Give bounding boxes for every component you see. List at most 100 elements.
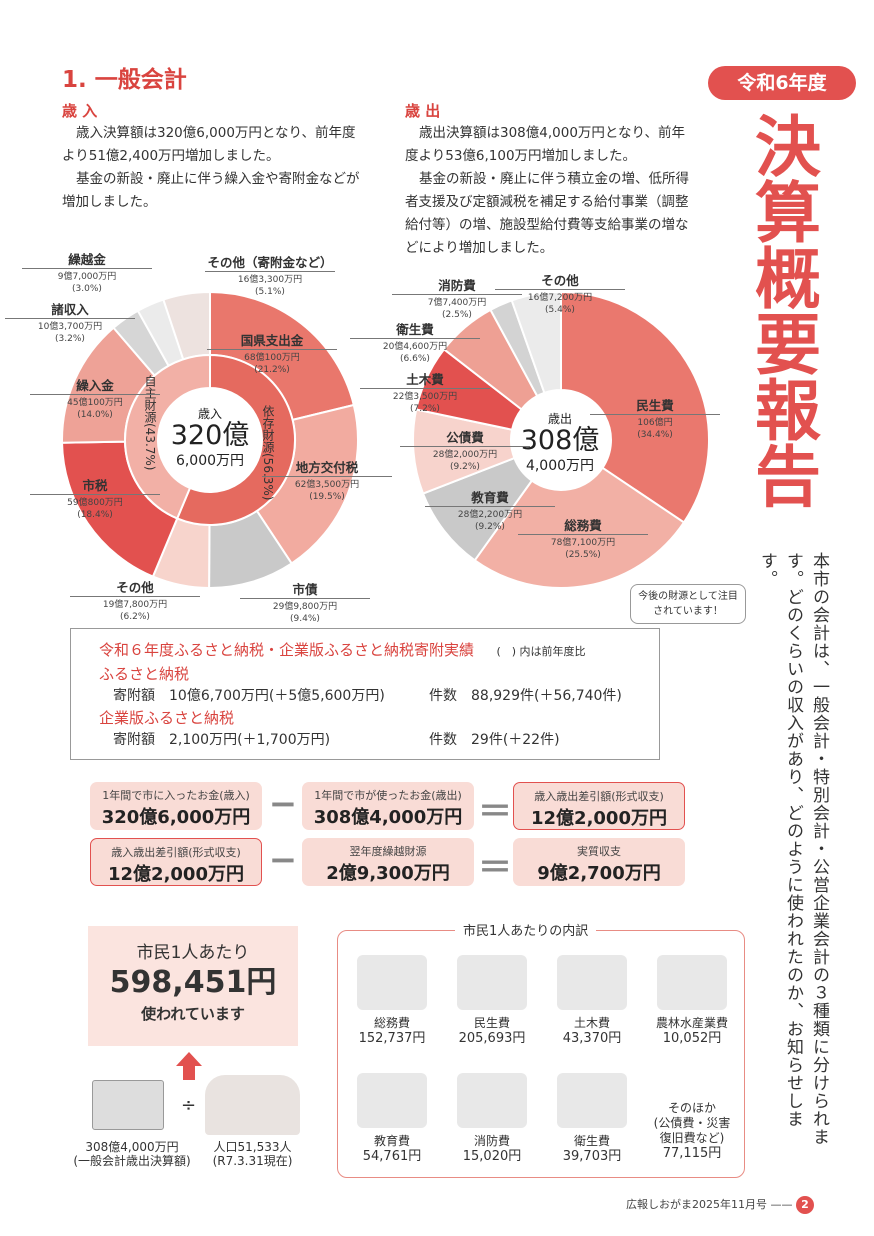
equation-value: 308億4,000万円 — [313, 807, 463, 828]
slice-amount: 28億2,000万円 — [432, 450, 498, 460]
revenue-center-label: 歳入 — [197, 407, 222, 421]
slice-pct: (9.4%) — [290, 614, 320, 624]
furusato-sub1: ふるさと納税 — [99, 665, 190, 683]
item-value: 152,737円 — [358, 1031, 426, 1046]
per-capita-line1: 市民1人あたり — [136, 943, 250, 963]
total-value: 308億4,000万円 — [85, 1140, 179, 1154]
breakdown-item: 総務費 152,737円 — [346, 955, 438, 1046]
slice-amount: 29億9,800万円 — [272, 602, 338, 612]
expenditure-slice-1 — [473, 466, 686, 589]
slice-amount: 19億7,800万円 — [102, 600, 168, 610]
expenditure-slice-7 — [510, 290, 562, 395]
furusato-count: 88,929件(＋56,740件) — [471, 688, 622, 704]
corporate-count: 29件(＋22件) — [471, 732, 560, 748]
slice-name: その他 — [495, 273, 625, 290]
equation-label: 1年間で市が使ったお金(歳出) — [314, 789, 462, 802]
section-title: 1. 一般会計 — [62, 67, 187, 93]
slice-pct: (3.0%) — [72, 284, 102, 294]
slice-pct: (7.2%) — [410, 404, 440, 414]
slice-pct: (9.2%) — [475, 522, 505, 532]
item-name: 民生費 — [473, 1016, 510, 1030]
expenditure-label: 衛生費 20億4,600万円 (6.6%) — [350, 322, 480, 365]
slice-amount: 10億3,700万円 — [37, 322, 103, 332]
label: 寄附額 — [113, 732, 155, 748]
equation-value: 2億9,300万円 — [326, 863, 450, 884]
slice-pct: (5.1%) — [255, 287, 285, 297]
expenditure-center-big: 308億 — [520, 425, 600, 456]
item-illustration — [357, 1073, 427, 1128]
slice-amount: 28億2,200万円 — [457, 510, 523, 520]
equation-label: 1年間で市に入ったお金(歳入) — [102, 789, 250, 802]
equation-label: 実質収支 — [577, 845, 621, 858]
expenditure-label: 民生費 106億円 (34.4%) — [590, 398, 720, 441]
furusato-title: 令和６年度ふるさと納税・企業版ふるさと納税寄附実績 — [99, 641, 475, 659]
page-number: 2 — [796, 1196, 814, 1214]
revenue-center-big: 320億 — [170, 420, 250, 451]
furusato-sub2: 企業版ふるさと納税 — [99, 709, 235, 727]
population: 人口51,533人 (R7.3.31現在) — [200, 1140, 305, 1168]
slice-amount: 45億100万円 — [67, 398, 123, 408]
slice-name: 土木費 — [360, 372, 490, 389]
slice-name: 市債 — [240, 582, 370, 599]
revenue-label: 諸収入 10億3,700万円 (3.2%) — [5, 302, 135, 345]
revenue-center-small: 6,000万円 — [175, 453, 245, 469]
slice-pct: (3.2%) — [55, 334, 85, 344]
fiscal-year-badge: 令和6年度 — [708, 66, 856, 100]
expenditure-center-small: 4,000万円 — [525, 458, 595, 474]
expenditure-label: 教育費 28億2,200万円 (9.2%) — [425, 490, 555, 533]
item-value: 205,693円 — [458, 1031, 526, 1046]
revenue-label: 繰入金 45億100万円 (14.0%) — [30, 378, 160, 421]
slice-name: 消防費 — [392, 278, 522, 295]
label: 寄附額 — [113, 688, 155, 704]
breakdown-title: 市民1人あたりの内訳 — [455, 920, 597, 939]
revenue-label: 地方交付税 62億3,500万円 (19.5%) — [262, 460, 392, 503]
revenue-center: 歳入 320億 6,000万円 — [160, 405, 260, 470]
slice-amount: 9億7,000万円 — [57, 272, 117, 282]
revenue-paragraph-1: 歳入決算額は320億6,000万円となり、前年度より51億2,400万円増加しま… — [62, 125, 356, 164]
label: 件数 — [429, 732, 457, 748]
equation-box: 実質収支 9億2,700万円 — [513, 838, 685, 886]
slice-name: 公債費 — [400, 430, 530, 447]
slice-name: その他 — [70, 580, 200, 597]
family-illustration — [205, 1075, 300, 1135]
breakdown-item: 民生費 205,693円 — [446, 955, 538, 1046]
equation-label: 翌年度繰越財源 — [349, 845, 427, 858]
slice-pct: (5.4%) — [545, 305, 575, 315]
equals-sign: ＝ — [478, 792, 512, 832]
expenditure-paragraph-2: 基金の新設・廃止に伴う積立金の増、低所得者支援及び定額減税を補足する給付事業（調… — [405, 171, 689, 256]
revenue-label: 市税 59億800万円 (18.4%) — [30, 478, 160, 521]
equation-value: 9億2,700万円 — [537, 863, 661, 884]
expenditure-paragraph-1: 歳出決算額は308億4,000万円となり、前年度より53億6,100万円増加しま… — [405, 125, 685, 164]
slice-name: 国県支出金 — [207, 333, 337, 350]
breakdown-item: 農林水産業費 10,052円 — [646, 955, 738, 1046]
inner-label-own-source: 自主財源(43.7%) — [143, 375, 157, 471]
equation-box: 1年間で市が使ったお金(歳出) 308億4,000万円 — [302, 782, 474, 830]
slice-name: 繰越金 — [22, 252, 152, 269]
item-value: 15,020円 — [462, 1149, 522, 1164]
revenue-label: その他（寄附金など） 16億3,300万円 (5.1%) — [205, 255, 335, 298]
equation-value: 320億6,000万円 — [101, 807, 251, 828]
revenue-paragraph-2: 基金の新設・廃止に伴う繰入金や寄附金などが増加しました。 — [62, 171, 360, 210]
item-name: 土木費 — [573, 1016, 610, 1030]
slice-pct: (19.5%) — [309, 492, 345, 502]
per-capita-amount: 598,451円 — [109, 965, 277, 1000]
slice-pct: (2.5%) — [442, 310, 472, 320]
slice-pct: (6.2%) — [120, 612, 150, 622]
slice-pct: (6.6%) — [400, 354, 430, 364]
expenditure-label: 公債費 28億2,000万円 (9.2%) — [400, 430, 530, 473]
furusato-box: 令和６年度ふるさと納税・企業版ふるさと納税寄附実績 ( ) 内は前年度比 ふるさ… — [70, 628, 660, 760]
furusato-note: ( ) 内は前年度比 — [496, 645, 586, 658]
item-illustration — [457, 955, 527, 1010]
expenditure-label: その他 16億7,200万円 (5.4%) — [495, 273, 625, 316]
slice-amount: 16億3,300万円 — [237, 275, 303, 285]
breakdown-item: 衛生費 39,703円 — [546, 1073, 638, 1164]
slice-name: 教育費 — [425, 490, 555, 507]
equation-value: 12億2,000万円 — [108, 864, 244, 885]
slice-amount: 22億3,500万円 — [392, 392, 458, 402]
divide-sign: ÷ — [181, 1095, 197, 1116]
item-name: 農林水産業費 — [655, 1016, 728, 1030]
slice-pct: (14.0%) — [77, 410, 113, 420]
intro-text: 本市の会計は、一般会計・特別会計・公営企業会計の３種類に分けられます。どのくらい… — [757, 552, 829, 1146]
slice-name: 諸収入 — [5, 302, 135, 319]
minus-sign: − — [268, 840, 298, 880]
